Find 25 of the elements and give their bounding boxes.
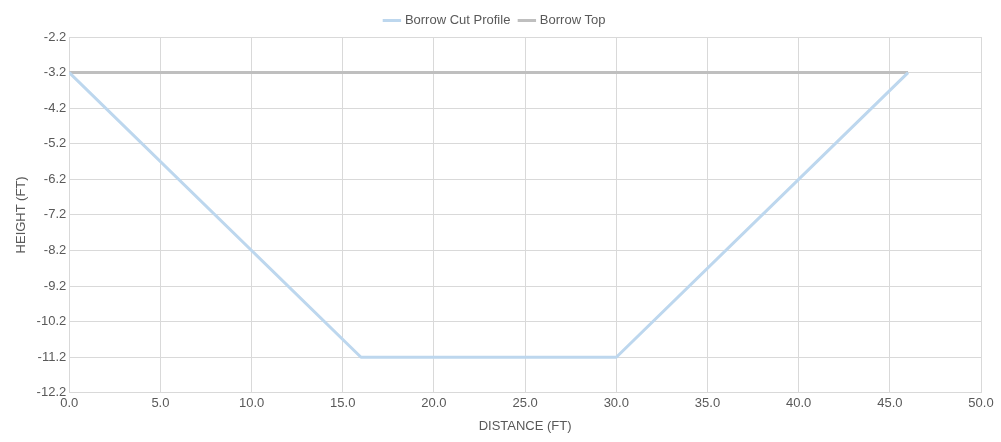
y-tick-label: -9.2 bbox=[43, 277, 67, 293]
y-tick-label: -6.2 bbox=[43, 170, 67, 186]
y-tick-label: -8.2 bbox=[43, 242, 67, 258]
x-axis-title: DISTANCE (FT) bbox=[478, 417, 572, 433]
y-tick-label: -7.2 bbox=[43, 206, 67, 222]
x-tick-label: 0.0 bbox=[60, 395, 79, 411]
y-tick-label: -4.2 bbox=[43, 99, 67, 115]
y-tick-label: -5.2 bbox=[43, 135, 67, 151]
x-tick-label: 25.0 bbox=[512, 395, 538, 411]
legend-label: Borrow Top bbox=[539, 12, 606, 28]
y-axis-title: HEIGHT (FT) bbox=[13, 176, 29, 254]
x-tick-label: 5.0 bbox=[151, 395, 170, 411]
x-tick-label: 15.0 bbox=[330, 395, 356, 411]
x-tick-label: 35.0 bbox=[694, 395, 721, 411]
x-tick-label: 20.0 bbox=[421, 395, 447, 411]
x-tick-label: 45.0 bbox=[877, 395, 903, 411]
y-tick-label: -11.2 bbox=[37, 348, 67, 364]
x-tick-label: 10.0 bbox=[238, 395, 265, 411]
y-tick-label: -2.2 bbox=[43, 28, 67, 44]
x-tick-label: 50.0 bbox=[968, 395, 994, 411]
legend-label: Borrow Cut Profile bbox=[404, 12, 511, 28]
y-tick-label: -3.2 bbox=[43, 64, 67, 80]
y-tick-label: -10.2 bbox=[36, 313, 67, 329]
x-tick-label: 40.0 bbox=[785, 395, 812, 411]
x-tick-label: 30.0 bbox=[603, 395, 629, 411]
